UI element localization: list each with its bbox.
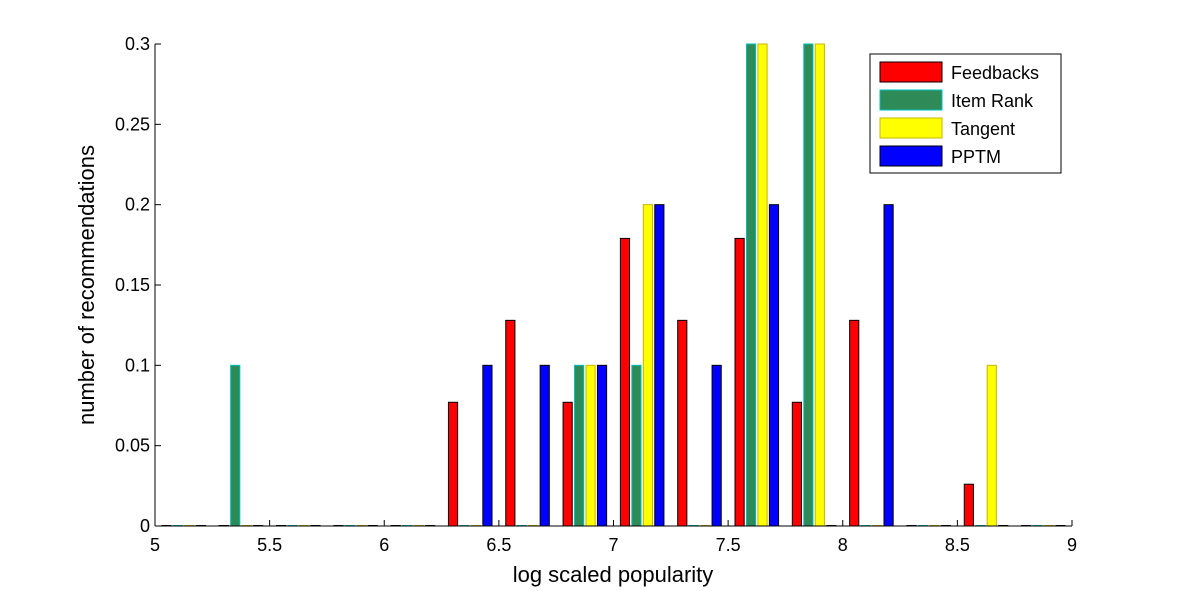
y-tick-label: 0.2 [125,195,150,215]
y-axis-label: number of recommendations [74,145,99,425]
legend-label-feedbacks: Feedbacks [951,63,1039,83]
legend-swatch-pptm [879,145,943,167]
bar-feedbacks-7 [562,401,573,527]
bar-item-rank-1 [230,364,241,527]
bar-item-rank-7 [574,364,585,527]
x-tick-label: 9 [1067,535,1077,555]
x-tick-label: 5 [150,535,160,555]
x-tick-label: 8.5 [945,535,970,555]
y-tick-label: 0.1 [125,355,150,375]
bar-tangent-11 [814,43,825,527]
x-tick-label: 7 [608,535,618,555]
bar-feedbacks-8 [619,237,631,527]
legend-label-item-rank: Item Rank [951,91,1034,111]
y-tick-label: 0.3 [125,34,150,54]
bar-pptm-10 [768,204,780,527]
y-tick-label: 0 [140,516,150,536]
bar-feedbacks-12 [849,319,860,527]
bar-tangent-8 [642,204,653,527]
y-tick-label: 0.15 [115,275,150,295]
y-tick-label: 0.25 [115,114,150,134]
bar-item-rank-8 [631,364,642,527]
x-tick-label: 6 [379,535,389,555]
bar-tangent-7 [585,364,596,527]
y-ticks-group: 0 0.05 0.1 0.15 0.2 0.25 0.3 [115,34,161,536]
legend-swatch-tangent [879,117,943,139]
x-tick-label: 5.5 [257,535,282,555]
bar-feedbacks-5 [447,401,459,527]
x-tick-label: 6.5 [486,535,511,555]
bar-pptm-12 [883,204,894,527]
x-tick-label: 7.5 [716,535,741,555]
x-ticks-group: 5 5.5 6 6.5 7 7.5 8 8.5 9 [150,520,1077,555]
bar-feedbacks-9 [677,319,688,527]
bar-pptm-9 [711,364,722,527]
legend-items: Feedbacks Item Rank Tangent PPTM [879,61,1039,167]
bar-feedbacks-10 [734,237,745,527]
bar-tangent-14 [986,364,997,527]
x-tick-label: 8 [838,535,848,555]
legend: Feedbacks Item Rank Tangent PPTM [869,53,1062,174]
bar-item-rank-10 [745,43,757,527]
bar-item-rank-11 [803,43,814,527]
y-tick-label: 0.05 [115,436,150,456]
bar-feedbacks-14 [963,483,974,527]
legend-label-pptm: PPTM [951,147,1001,167]
bar-tangent-10 [757,43,768,527]
bar-pptm-8 [654,204,665,527]
legend-swatch-item-rank [879,89,943,111]
bar-pptm-6 [539,364,550,527]
legend-swatch-feedbacks [879,61,943,83]
bar-feedbacks-11 [791,401,802,527]
bar-pptm-5 [482,364,493,527]
bar-pptm-7 [596,364,608,527]
legend-label-tangent: Tangent [951,119,1015,139]
bar-feedbacks-6 [505,319,516,527]
x-axis-label: log scaled popularity [513,562,714,587]
